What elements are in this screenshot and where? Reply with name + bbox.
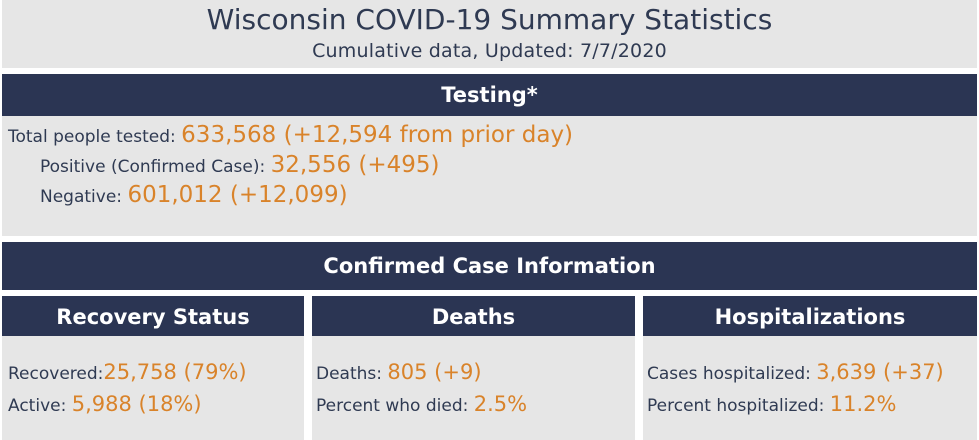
recovered-value: 25,758 (79%)	[103, 360, 247, 384]
active-row: Active: 5,988 (18%)	[8, 392, 202, 416]
positive-row: Positive (Confirmed Case): 32,556 (+495)	[40, 152, 440, 178]
percent-died-value: 2.5%	[473, 392, 528, 416]
negative-row: Negative: 601,012 (+12,099)	[40, 182, 348, 208]
recovered-row: Recovered:25,758 (79%)	[8, 360, 247, 384]
positive-value: 32,556 (+495)	[270, 152, 440, 178]
total-tested-row: Total people tested: 633,568 (+12,594 fr…	[8, 122, 573, 148]
active-label: Active:	[8, 396, 72, 416]
confirmed-case-header: Confirmed Case Information	[2, 242, 977, 290]
page-subtitle: Cumulative data, Updated: 7/7/2020	[312, 40, 667, 62]
page-title: Wisconsin COVID-19 Summary Statistics	[206, 3, 773, 36]
percent-hospitalized-label: Percent hospitalized:	[647, 396, 830, 416]
hospitalizations-header-label: Hospitalizations	[714, 305, 906, 329]
testing-panel: Total people tested: 633,568 (+12,594 fr…	[2, 116, 977, 236]
title-panel: Wisconsin COVID-19 Summary Statistics Cu…	[2, 0, 977, 68]
deaths-label: Deaths:	[316, 364, 388, 384]
testing-header-label: Testing*	[441, 83, 538, 107]
cases-hospitalized-value: 3,639 (+37)	[816, 360, 944, 384]
testing-header: Testing*	[2, 74, 977, 116]
cases-hospitalized-row: Cases hospitalized: 3,639 (+37)	[647, 360, 944, 384]
percent-hospitalized-value: 11.2%	[829, 392, 897, 416]
deaths-value: 805 (+9)	[387, 360, 482, 384]
deaths-panel: Deaths: 805 (+9) Percent who died: 2.5%	[312, 336, 635, 440]
percent-hospitalized-row: Percent hospitalized: 11.2%	[647, 392, 896, 416]
recovery-panel: Recovered:25,758 (79%) Active: 5,988 (18…	[2, 336, 304, 440]
deaths-row: Deaths: 805 (+9)	[316, 360, 482, 384]
hospitalizations-panel: Cases hospitalized: 3,639 (+37) Percent …	[643, 336, 977, 440]
negative-label: Negative:	[40, 187, 128, 207]
total-tested-label: Total people tested:	[8, 127, 182, 147]
recovery-header: Recovery Status	[2, 296, 304, 336]
recovered-label: Recovered:	[8, 364, 104, 384]
deaths-header-label: Deaths	[431, 305, 516, 329]
percent-died-row: Percent who died: 2.5%	[316, 392, 527, 416]
positive-label: Positive (Confirmed Case):	[40, 157, 271, 177]
active-value: 5,988 (18%)	[71, 392, 202, 416]
cases-hospitalized-label: Cases hospitalized:	[647, 364, 817, 384]
hospitalizations-header: Hospitalizations	[643, 296, 977, 336]
deaths-header: Deaths	[312, 296, 635, 336]
recovery-header-label: Recovery Status	[56, 305, 250, 329]
percent-died-label: Percent who died:	[316, 396, 474, 416]
negative-value: 601,012 (+12,099)	[127, 182, 348, 208]
total-tested-value: 633,568 (+12,594 from prior day)	[181, 122, 574, 148]
confirmed-case-header-label: Confirmed Case Information	[323, 254, 656, 278]
